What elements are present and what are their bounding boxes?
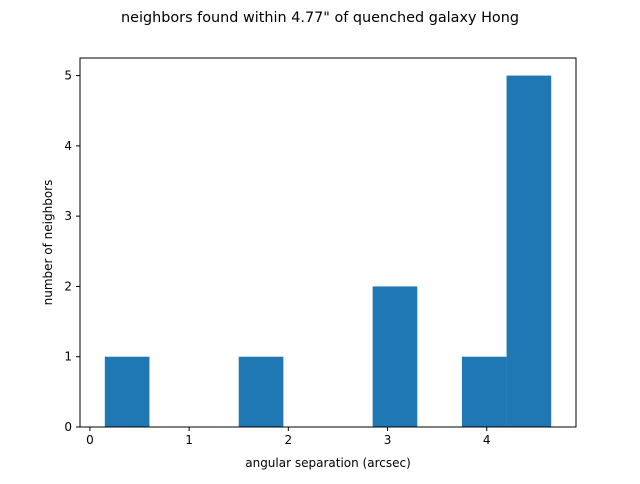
y-tick-label: 2 [64, 279, 72, 293]
x-tick-label: 2 [284, 433, 292, 447]
x-tick-label: 3 [384, 433, 392, 447]
x-axis-ticks: 0 1 2 3 4 [86, 427, 491, 447]
y-axis-label: number of neighbors [41, 180, 55, 306]
histogram-bar [104, 356, 150, 427]
x-tick-label: 1 [185, 433, 193, 447]
y-tick-label: 1 [64, 350, 72, 364]
histogram-bar [238, 356, 284, 427]
x-tick-label: 4 [483, 433, 491, 447]
x-axis-label: angular separation (arcsec) [245, 456, 411, 470]
histogram-bar [372, 286, 418, 427]
x-tick-label: 0 [86, 433, 94, 447]
chart-title: neighbors found within 4.77" of quenched… [121, 10, 519, 26]
y-tick-label: 4 [64, 139, 72, 153]
bars-group [104, 75, 552, 427]
histogram-bar [461, 356, 507, 427]
y-tick-label: 0 [64, 420, 72, 434]
y-tick-label: 5 [64, 69, 72, 83]
plot-frame [79, 57, 577, 428]
y-tick-label: 3 [64, 209, 72, 223]
y-axis-ticks: 0 1 2 3 4 5 [64, 69, 80, 434]
histogram-bar [506, 75, 552, 427]
